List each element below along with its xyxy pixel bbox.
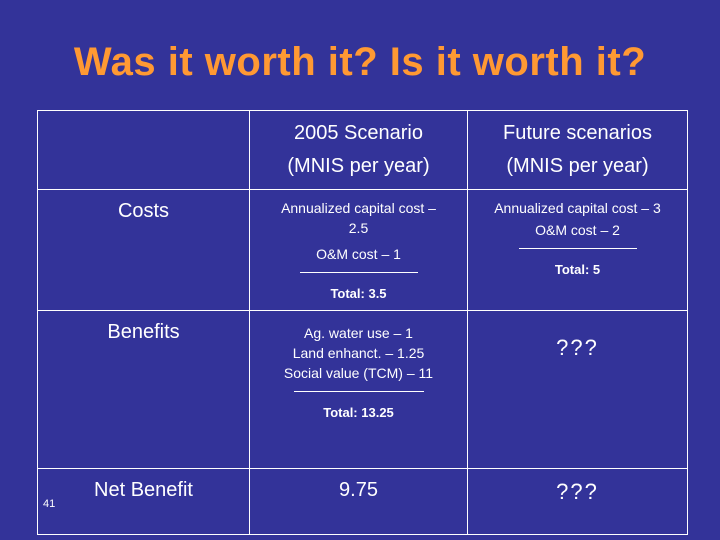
costs-label: Costs bbox=[37, 189, 250, 311]
costs-future-om: O&M cost – 2 bbox=[535, 222, 620, 238]
table-header-row: 2005 Scenario (MNIS per year) Future sce… bbox=[37, 110, 688, 190]
costs-2005-om: O&M cost – 1 bbox=[316, 246, 401, 262]
benefits-2005-cell: Ag. water use – 1 Land enhanct. – 1.25 S… bbox=[249, 310, 468, 469]
header-future-scenarios: Future scenarios (MNIS per year) bbox=[467, 110, 688, 190]
net-benefit-row: Net Benefit 9.75 ??? bbox=[37, 468, 688, 535]
costs-future-cell: Annualized capital cost – 3 O&M cost – 2… bbox=[467, 189, 688, 311]
header-2005-unit: (MNIS per year) bbox=[287, 155, 430, 177]
net-benefit-2005-value: 9.75 bbox=[249, 468, 468, 535]
costs-2005-total: Total: 3.5 bbox=[330, 286, 387, 301]
benefits-row: Benefits Ag. water use – 1 Land enhanct.… bbox=[37, 310, 688, 469]
costs-future-total: Total: 5 bbox=[554, 262, 601, 277]
benefits-2005-land: Land enhanct. – 1.25 bbox=[292, 345, 425, 361]
benefits-2005-divider bbox=[293, 391, 424, 392]
benefits-future-cell: ??? bbox=[467, 310, 688, 469]
costs-2005-capital: Annualized capital cost – bbox=[281, 200, 436, 216]
header-future-title: Future scenarios bbox=[503, 122, 652, 144]
net-benefit-label: Net Benefit bbox=[37, 468, 250, 535]
benefits-2005-social: Social value (TCM) – 11 bbox=[283, 365, 434, 381]
comparison-table: 2005 Scenario (MNIS per year) Future sce… bbox=[37, 110, 688, 535]
benefits-2005-total: Total: 13.25 bbox=[323, 405, 394, 420]
costs-row: Costs Annualized capital cost – 2.5 O&M … bbox=[37, 189, 688, 311]
header-future-unit: (MNIS per year) bbox=[506, 155, 649, 177]
net-benefit-future-value: ??? bbox=[467, 468, 688, 535]
costs-2005-divider bbox=[299, 272, 418, 273]
header-2005-title: 2005 Scenario bbox=[294, 122, 423, 144]
header-empty-cell bbox=[37, 110, 250, 190]
benefits-future-value: ??? bbox=[556, 335, 599, 360]
costs-2005-cell: Annualized capital cost – 2.5 O&M cost –… bbox=[249, 189, 468, 311]
costs-future-divider bbox=[518, 248, 637, 249]
benefits-label: Benefits bbox=[37, 310, 250, 469]
benefits-2005-ag-water: Ag. water use – 1 bbox=[304, 325, 413, 341]
costs-future-capital: Annualized capital cost – 3 bbox=[494, 200, 661, 216]
header-2005-scenario: 2005 Scenario (MNIS per year) bbox=[249, 110, 468, 190]
slide-number: 41 bbox=[43, 498, 56, 510]
costs-2005-capital-value: 2.5 bbox=[348, 220, 369, 236]
slide-title: Was it worth it? Is it worth it? bbox=[73, 40, 647, 84]
